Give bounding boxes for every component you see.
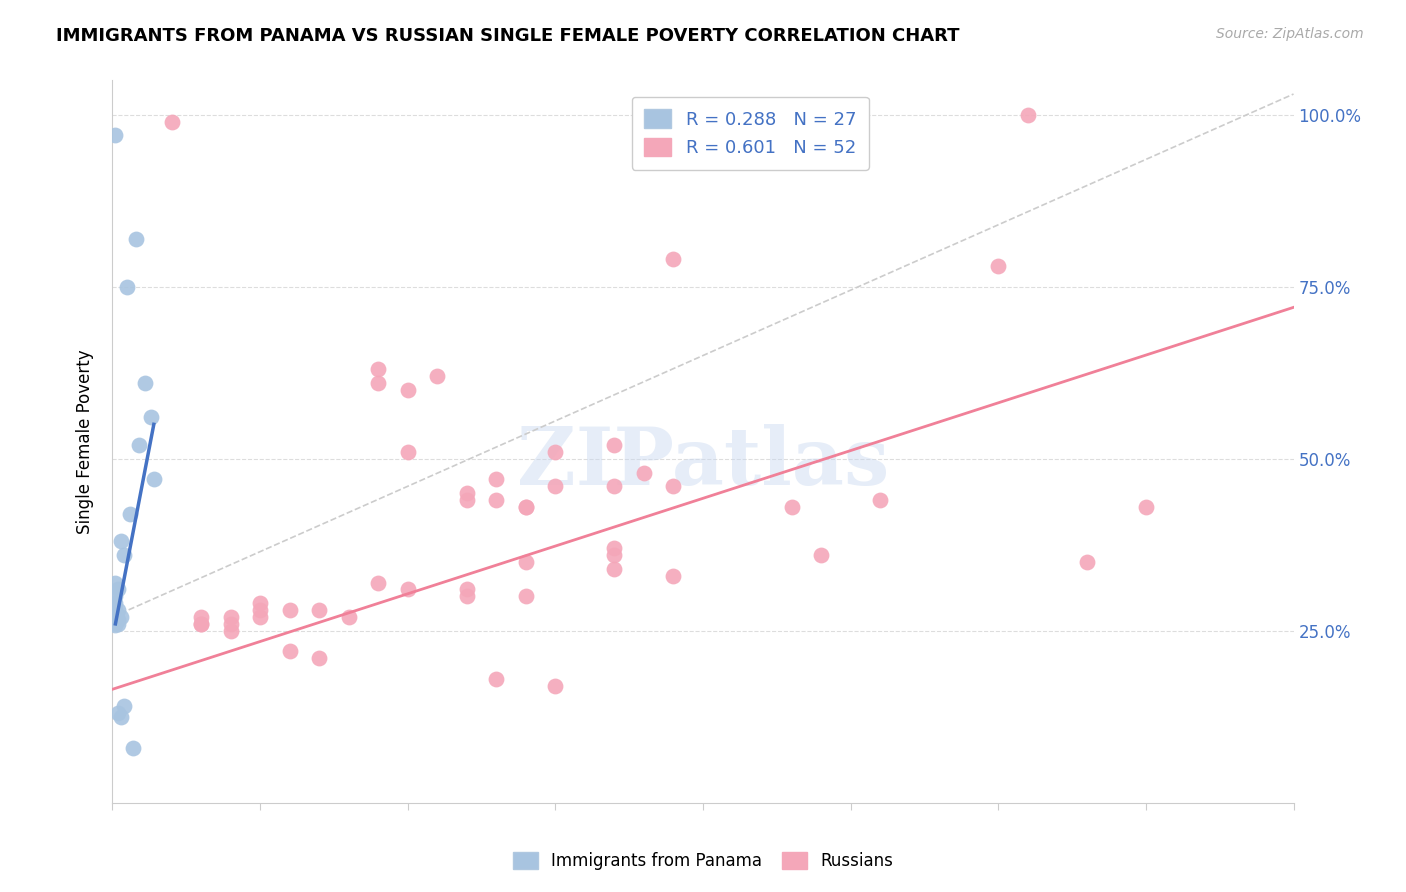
Text: Source: ZipAtlas.com: Source: ZipAtlas.com [1216, 27, 1364, 41]
Point [107, 582, 129, 597]
Point [134, 376, 156, 390]
Point [1017, 108, 1039, 122]
Point [190, 616, 212, 631]
Point [104, 575, 127, 590]
Text: IMMIGRANTS FROM PANAMA VS RUSSIAN SINGLE FEMALE POVERTY CORRELATION CHART: IMMIGRANTS FROM PANAMA VS RUSSIAN SINGLE… [56, 27, 960, 45]
Point [104, 128, 127, 143]
Point [278, 644, 301, 658]
Point [337, 610, 360, 624]
Point [515, 555, 537, 569]
Point [987, 259, 1010, 273]
Point [603, 479, 626, 493]
Point [219, 610, 242, 624]
Point [869, 493, 891, 508]
Point [110, 710, 132, 724]
Point [485, 472, 508, 486]
Point [780, 500, 803, 514]
Point [190, 610, 212, 624]
Point [219, 616, 242, 631]
Point [544, 479, 567, 493]
Point [515, 590, 537, 604]
Point [120, 507, 142, 521]
Point [104, 596, 127, 610]
Point [396, 445, 419, 459]
Point [456, 486, 478, 500]
Point [112, 699, 135, 714]
Point [249, 610, 271, 624]
Point [128, 438, 150, 452]
Point [249, 596, 271, 610]
Point [104, 615, 127, 630]
Point [603, 548, 626, 562]
Point [544, 445, 567, 459]
Point [662, 479, 685, 493]
Point [104, 607, 127, 621]
Point [396, 582, 419, 597]
Point [104, 618, 127, 632]
Point [485, 672, 508, 686]
Point [662, 568, 685, 582]
Point [125, 231, 148, 245]
Point [107, 614, 129, 628]
Point [142, 472, 165, 486]
Point [367, 575, 389, 590]
Point [278, 603, 301, 617]
Point [104, 590, 127, 604]
Y-axis label: Single Female Poverty: Single Female Poverty [76, 350, 94, 533]
Point [308, 603, 330, 617]
Point [107, 616, 129, 631]
Point [308, 651, 330, 665]
Point [367, 376, 389, 390]
Point [396, 383, 419, 397]
Point [515, 500, 537, 514]
Point [104, 603, 127, 617]
Point [367, 362, 389, 376]
Point [633, 466, 655, 480]
Point [485, 493, 508, 508]
Point [426, 369, 449, 384]
Point [456, 493, 478, 508]
Point [160, 114, 183, 128]
Point [456, 582, 478, 597]
Point [107, 706, 129, 721]
Point [662, 252, 685, 267]
Point [139, 410, 162, 425]
Point [810, 548, 832, 562]
Legend: R = 0.288   N = 27, R = 0.601   N = 52: R = 0.288 N = 27, R = 0.601 N = 52 [631, 96, 869, 169]
Point [112, 548, 135, 562]
Point [456, 590, 478, 604]
Point [110, 534, 132, 549]
Point [603, 438, 626, 452]
Point [122, 740, 145, 755]
Text: ZIPatlas: ZIPatlas [517, 425, 889, 502]
Point [107, 603, 129, 617]
Point [515, 500, 537, 514]
Point [110, 610, 132, 624]
Point [219, 624, 242, 638]
Point [117, 279, 138, 293]
Point [190, 616, 212, 631]
Point [603, 541, 626, 556]
Point [1076, 555, 1098, 569]
Point [603, 562, 626, 576]
Point [249, 603, 271, 617]
Point [104, 608, 127, 623]
Legend: Immigrants from Panama, Russians: Immigrants from Panama, Russians [506, 845, 900, 877]
Point [1135, 500, 1157, 514]
Point [544, 679, 567, 693]
